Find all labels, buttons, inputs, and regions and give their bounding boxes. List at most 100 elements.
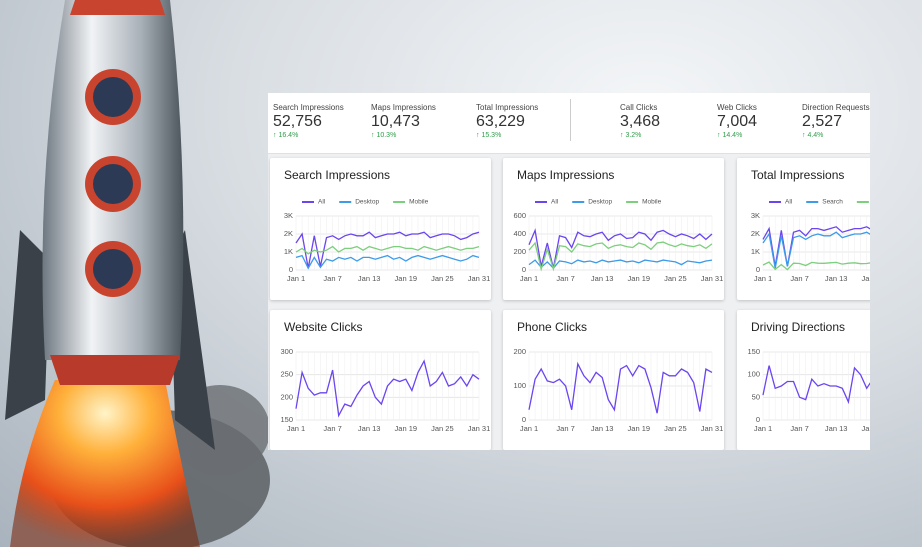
- chart-title: Website Clicks: [284, 320, 362, 334]
- series-line: [295, 359, 480, 418]
- legend-label: Desktop: [588, 199, 612, 206]
- kpi-label: Web Clicks: [717, 103, 757, 112]
- legend-label: Desktop: [355, 199, 379, 206]
- kpi-change: ↑ 3.2%: [620, 132, 720, 139]
- x-tick-label: Jan 1: [754, 274, 772, 283]
- x-tick-label: Jan 7: [556, 424, 574, 433]
- chart: Search Impressions All Desktop Mobile 0 1K 2K 3…: [284, 168, 491, 283]
- x-tick-label: Jan 13: [591, 274, 614, 283]
- fin: [5, 230, 50, 420]
- kpi-change-value: 14.4%: [722, 132, 743, 139]
- y-tick-label: 250: [280, 370, 293, 379]
- kpi-label: Call Clicks: [620, 103, 658, 112]
- x-tick-label: Jan 19: [862, 424, 870, 433]
- chart-title: Maps Impressions: [517, 168, 614, 182]
- x-tick-label: Jan 19: [395, 424, 418, 433]
- up-arrow: ↑: [717, 132, 723, 139]
- kpi-change: ↑ 4.4%: [802, 132, 870, 139]
- up-arrow: ↑: [802, 132, 808, 139]
- kpi: Total Impressions 63,229 ↑ 15.3%: [476, 103, 576, 139]
- legend-label: Mobile: [409, 199, 429, 206]
- kpi-change: ↑ 15.3%: [476, 132, 576, 139]
- up-arrow: ↑: [476, 132, 482, 139]
- kpi-label: Direction Requests: [802, 103, 870, 112]
- chart: Total ImpressionsAllSearchMaps01K2K3KJan…: [751, 168, 870, 283]
- kpi-change-value: 3.2%: [625, 132, 642, 139]
- series-line: [762, 261, 870, 271]
- x-tick-label: Jan 13: [358, 424, 381, 433]
- kpi-change-value: 4.4%: [807, 132, 824, 139]
- up-arrow: ↑: [620, 132, 626, 139]
- y-tick-label: 2K: [751, 229, 760, 238]
- x-tick-label: Jan 1: [520, 274, 538, 283]
- series-line: [528, 361, 713, 414]
- x-tick-label: Jan 25: [664, 274, 687, 283]
- x-tick-label: Jan 25: [431, 274, 454, 283]
- series-line: [762, 231, 870, 269]
- kpi-change: ↑ 10.3%: [371, 132, 471, 139]
- y-tick-label: 0: [756, 265, 760, 274]
- y-tick-label: 1K: [284, 247, 293, 256]
- x-tick-label: Jan 19: [395, 274, 418, 283]
- x-tick-label: Jan 19: [862, 274, 870, 283]
- series-line: [295, 231, 480, 269]
- kpi-label: Search Impressions: [273, 103, 344, 112]
- legend-label: All: [785, 199, 793, 206]
- dashboard: Search Impressions 52,756 ↑ 16.4% Maps Impr…: [268, 93, 870, 450]
- up-arrow: ↑: [273, 132, 279, 139]
- chart-title: Phone Clicks: [517, 320, 587, 334]
- kpi-value: 52,756: [273, 113, 322, 130]
- y-tick-label: 200: [513, 247, 526, 256]
- kpi-value: 2,527: [802, 113, 843, 130]
- chart-title: Total Impressions: [751, 168, 844, 182]
- x-tick-label: Jan 7: [790, 424, 808, 433]
- kpi-bar: Search Impressions 52,756 ↑ 16.4% Maps Impr…: [268, 93, 870, 154]
- series-line: [528, 228, 713, 269]
- x-tick-label: Jan 25: [664, 424, 687, 433]
- x-tick-label: Jan 13: [358, 274, 381, 283]
- y-tick-label: 50: [752, 392, 760, 401]
- x-tick-label: Jan 31: [468, 424, 491, 433]
- chart: Driving Directions 0 50 100 150 Jan 1 Jan 7 Jan…: [747, 320, 870, 433]
- kpi-change-value: 15.3%: [481, 132, 502, 139]
- series-line: [762, 365, 870, 405]
- kpi-label: Total Impressions: [476, 103, 539, 112]
- x-tick-label: Jan 1: [287, 274, 305, 283]
- kpi: Maps Impressions 10,473 ↑ 10.3%: [371, 103, 471, 139]
- x-tick-label: Jan 1: [520, 424, 538, 433]
- kpi: Web Clicks 7,004 ↑ 14.4%: [717, 103, 817, 139]
- kpi-change-value: 10.3%: [376, 132, 397, 139]
- nose-band: [70, 0, 165, 15]
- chart-card: Driving Directions 0 50 100 150 Jan 1 Jan 7 Jan…: [737, 310, 870, 450]
- kpi-label: Maps Impressions: [371, 103, 436, 112]
- x-tick-label: Jan 1: [287, 424, 305, 433]
- legend-label: Mobile: [642, 199, 662, 206]
- y-tick-label: 3K: [284, 211, 293, 220]
- y-tick-label: 0: [756, 415, 760, 424]
- series-line: [762, 226, 870, 267]
- x-tick-label: Jan 7: [323, 424, 341, 433]
- series-line: [528, 259, 713, 270]
- y-tick-label: 3K: [751, 211, 760, 220]
- chart-title: Driving Directions: [751, 320, 845, 334]
- rocket-illustration: [5, 0, 270, 547]
- chart-title: Search Impressions: [284, 168, 390, 182]
- x-tick-label: Jan 13: [825, 274, 848, 283]
- y-tick-label: 150: [747, 347, 760, 356]
- y-tick-label: 1K: [751, 247, 760, 256]
- x-tick-label: Jan 31: [701, 274, 724, 283]
- kpi-value: 7,004: [717, 113, 758, 130]
- chart: Website Clicks 150 200 250 300 Jan 1 Jan 7 Jan …: [280, 320, 491, 433]
- x-tick-label: Jan 7: [790, 274, 808, 283]
- chart-card: Phone Clicks 0 100 200 Jan 1 Jan 7 Jan 13 Jan 1…: [503, 310, 724, 450]
- legend-label: All: [318, 199, 326, 206]
- y-tick-label: 0: [522, 415, 526, 424]
- legend-label: All: [551, 199, 559, 206]
- y-tick-label: 0: [289, 265, 293, 274]
- x-tick-label: Jan 1: [754, 424, 772, 433]
- kpi: Direction Requests 2,527 ↑ 4.4%: [802, 103, 870, 139]
- chart-card: Maps Impressions All Desktop Mobile 0 200 400 6…: [503, 158, 724, 300]
- x-tick-label: Jan 31: [468, 274, 491, 283]
- kpi: Call Clicks 3,468 ↑ 3.2%: [620, 103, 720, 139]
